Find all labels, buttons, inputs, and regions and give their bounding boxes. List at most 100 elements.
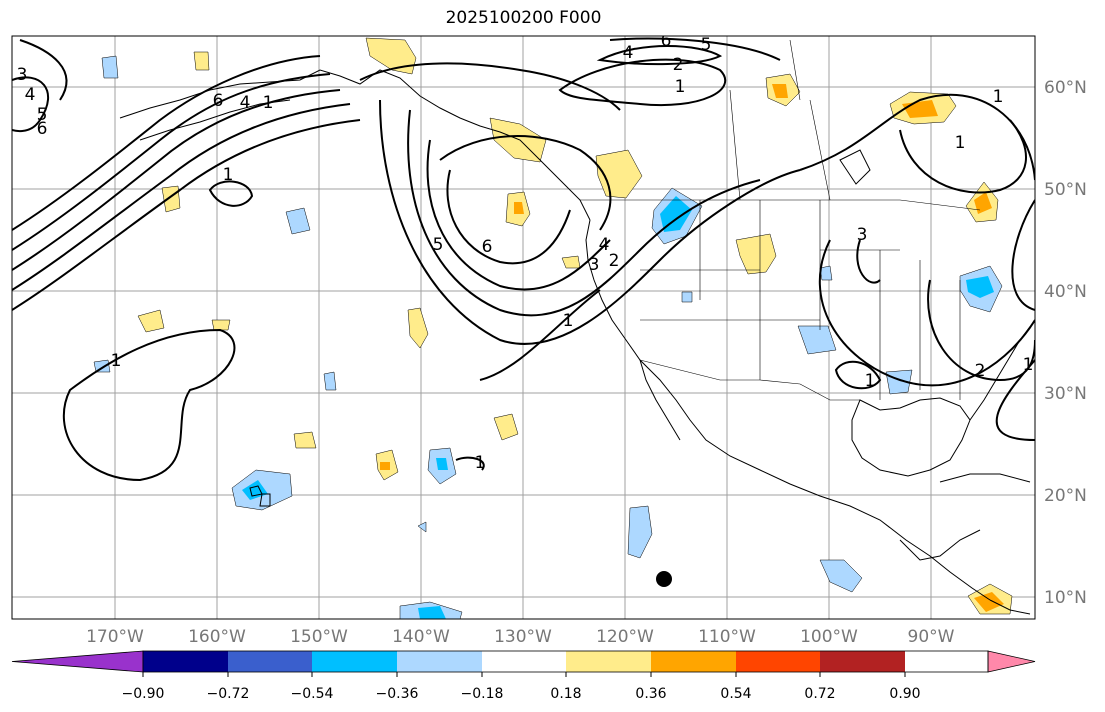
contour-value-label: 1 bbox=[993, 87, 1004, 107]
contour-value-label: 2 bbox=[609, 251, 620, 271]
positive-anomaly-patch bbox=[407, 307, 429, 349]
longitude-tick-label: 120°W bbox=[596, 627, 654, 647]
positive-anomaly-core bbox=[514, 202, 524, 214]
latitude-labels: 60°N 50°N 40°N 30°N 20°N 10°N bbox=[1044, 78, 1087, 608]
negative-anomaly-patch bbox=[417, 521, 427, 533]
contour-value-label: 2 bbox=[975, 361, 986, 381]
contour-line bbox=[208, 180, 254, 207]
coastline-cuba bbox=[939, 473, 1031, 483]
coastline-hawaii bbox=[259, 493, 271, 507]
longitude-tick-label: 170°W bbox=[86, 627, 144, 647]
contour-line bbox=[609, 37, 781, 61]
latitude-tick-label: 10°N bbox=[1044, 588, 1087, 608]
colorbar-extend-high bbox=[987, 650, 1036, 673]
colorbar-tick-label: −0.18 bbox=[461, 686, 504, 702]
positive-anomaly-patch bbox=[293, 431, 317, 449]
contour-value-label: 6 bbox=[37, 119, 48, 139]
colorbar-segment bbox=[143, 651, 228, 672]
positive-anomaly-core bbox=[772, 84, 788, 98]
colorbar-tick-label: 0.72 bbox=[804, 686, 835, 702]
contour-line bbox=[426, 139, 611, 291]
contour-value-label: 4 bbox=[25, 85, 36, 105]
positive-anomaly-patch bbox=[193, 51, 210, 71]
colorbar-tick-label: 0.54 bbox=[720, 686, 751, 702]
contour-line bbox=[19, 39, 68, 101]
positive-anomaly-patch bbox=[735, 233, 777, 275]
map-title: 2025100200 F000 bbox=[445, 8, 602, 28]
political-borders bbox=[580, 39, 981, 401]
contour-value-label: 6 bbox=[213, 91, 224, 111]
contour-value-label: 6 bbox=[482, 237, 493, 257]
contour-line bbox=[12, 73, 331, 251]
contour-value-label: 4 bbox=[599, 235, 610, 255]
latitude-tick-label: 40°N bbox=[1044, 282, 1087, 302]
positive-anomaly-core bbox=[380, 462, 390, 470]
colorbar bbox=[11, 650, 1036, 673]
colorbar-segment bbox=[566, 651, 651, 672]
latitude-tick-label: 30°N bbox=[1044, 384, 1087, 404]
contour-value-label: 3 bbox=[589, 255, 600, 275]
contour-line bbox=[818, 239, 1035, 387]
colorbar-tick-label: 0.90 bbox=[889, 686, 920, 702]
contour-value-label: 5 bbox=[37, 105, 48, 125]
latitude-tick-label: 20°N bbox=[1044, 486, 1087, 506]
contour-line bbox=[995, 359, 1035, 441]
contour-value-label: 1 bbox=[111, 351, 122, 371]
negative-anomaly-core bbox=[436, 458, 448, 470]
colorbar-tick-label: −0.72 bbox=[207, 686, 250, 702]
negative-anomaly-patch bbox=[797, 325, 837, 355]
positive-anomaly-patch bbox=[595, 149, 643, 199]
coastline-west-coast bbox=[585, 219, 991, 601]
province-borders bbox=[729, 39, 831, 201]
coastline-gulf bbox=[851, 397, 971, 477]
contour-line bbox=[1011, 199, 1035, 311]
negative-anomaly-core bbox=[418, 606, 446, 619]
negative-anomaly-patch bbox=[885, 369, 913, 395]
contour-line bbox=[596, 45, 723, 66]
negative-anomaly-patch bbox=[819, 265, 833, 281]
contour-line bbox=[12, 55, 321, 231]
contour-line bbox=[359, 62, 621, 111]
longitude-tick-label: 140°W bbox=[392, 627, 450, 647]
coastline-alaska-bc bbox=[119, 69, 591, 221]
positive-anomaly-patch bbox=[137, 309, 165, 333]
negative-anomaly-patch bbox=[627, 505, 653, 559]
latitude-tick-label: 50°N bbox=[1044, 180, 1087, 200]
negative-anomaly-patch bbox=[93, 359, 111, 373]
contour-value-label: 1 bbox=[955, 133, 966, 153]
contour-value-label: 1 bbox=[675, 77, 686, 97]
positive-anomaly-core bbox=[974, 192, 992, 214]
contour-line bbox=[455, 456, 485, 471]
negative-anomaly-patch bbox=[323, 371, 337, 391]
colorbar-segment bbox=[482, 651, 566, 672]
negative-anomaly-patch bbox=[101, 55, 119, 79]
contour-value-label: 1 bbox=[1023, 355, 1034, 375]
contour-value-label: 1 bbox=[223, 165, 234, 185]
positive-anomaly-patch bbox=[365, 37, 417, 75]
colorbar-extend-low bbox=[11, 650, 144, 673]
coastline-lake bbox=[839, 149, 871, 185]
map-frame bbox=[11, 35, 1036, 620]
contour-line bbox=[379, 99, 801, 345]
contour-value-label: 4 bbox=[240, 93, 251, 113]
location-marker-dot bbox=[656, 571, 672, 587]
longitude-tick-label: 110°W bbox=[698, 627, 756, 647]
longitude-tick-label: 150°W bbox=[290, 627, 348, 647]
colorbar-tick-label: 0.18 bbox=[550, 686, 581, 702]
longitude-tick-label: 130°W bbox=[494, 627, 552, 647]
longitude-tick-label: 160°W bbox=[188, 627, 246, 647]
contour-lines bbox=[12, 37, 1035, 482]
contour-value-label: 1 bbox=[563, 311, 574, 331]
colorbar-tick-labels: −0.90 −0.72 −0.54 −0.36 −0.18 0.18 0.36 0.54 0.7… bbox=[122, 672, 921, 702]
coastline-central-america bbox=[989, 599, 1031, 615]
contour-value-label: 5 bbox=[433, 235, 444, 255]
contour-value-label: 1 bbox=[263, 93, 274, 113]
positive-anomaly-patch bbox=[493, 413, 519, 441]
state-borders bbox=[640, 200, 961, 400]
negative-anomaly-patch bbox=[819, 559, 863, 593]
coastline-baja bbox=[639, 359, 681, 441]
colorbar-segment bbox=[312, 651, 397, 672]
contour-value-label: 3 bbox=[857, 225, 868, 245]
contour-line bbox=[12, 103, 351, 291]
negative-anomaly-patch bbox=[681, 291, 693, 303]
